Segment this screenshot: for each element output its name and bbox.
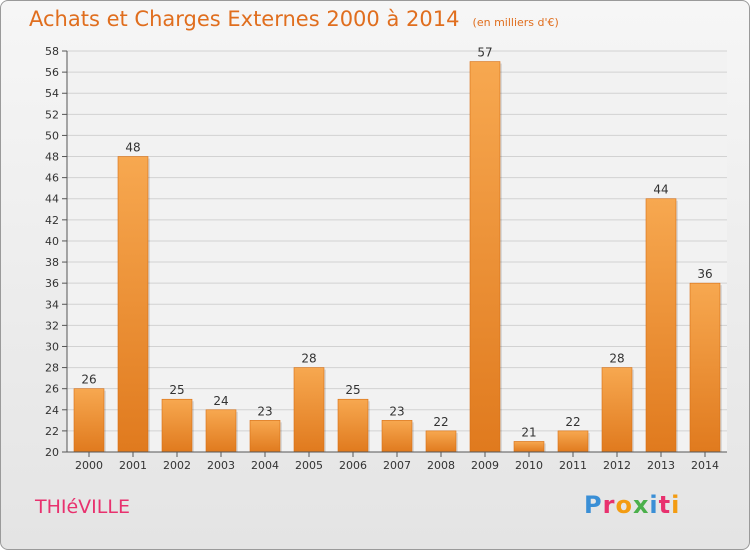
data-label-2000: 26 bbox=[81, 373, 96, 387]
bar-2006 bbox=[337, 398, 369, 453]
y-tick-label: 52 bbox=[45, 108, 59, 121]
x-tick-label-2002: 2002 bbox=[163, 459, 191, 472]
y-tick-label: 34 bbox=[45, 298, 59, 311]
brand-logo: Proxiti bbox=[584, 491, 680, 519]
brand-letter: i bbox=[649, 491, 659, 519]
data-label-2001: 48 bbox=[125, 141, 140, 155]
x-tick-label-2014: 2014 bbox=[691, 459, 719, 472]
brand-letter: t bbox=[658, 491, 672, 519]
commune-name: THIéVILLE bbox=[35, 496, 130, 518]
y-tick-label: 26 bbox=[45, 383, 59, 396]
x-tick-label-2011: 2011 bbox=[559, 459, 587, 472]
x-tick-label-2010: 2010 bbox=[515, 459, 543, 472]
data-label-2013: 44 bbox=[653, 183, 668, 197]
bar-2012 bbox=[601, 367, 633, 453]
y-tick-label: 50 bbox=[45, 129, 59, 142]
bar-2010 bbox=[513, 441, 545, 453]
bar-2004 bbox=[249, 420, 281, 453]
y-tick-label: 54 bbox=[45, 87, 59, 100]
x-tick-label-2013: 2013 bbox=[647, 459, 675, 472]
data-label-2009: 57 bbox=[477, 46, 492, 60]
y-tick-label: 30 bbox=[45, 340, 59, 353]
x-tick-label-2008: 2008 bbox=[427, 459, 455, 472]
y-tick-label: 36 bbox=[45, 277, 59, 290]
y-tick-label: 28 bbox=[45, 362, 59, 375]
y-tick-label: 58 bbox=[45, 45, 59, 58]
x-tick-label-2007: 2007 bbox=[383, 459, 411, 472]
y-tick-label: 46 bbox=[45, 172, 59, 185]
y-tick-label: 48 bbox=[45, 151, 59, 164]
x-tick-label-2000: 2000 bbox=[75, 459, 103, 472]
bar-2008 bbox=[425, 430, 457, 453]
brand-letter: i bbox=[671, 491, 681, 519]
bar-2014 bbox=[689, 282, 721, 453]
data-label-2005: 28 bbox=[301, 352, 316, 366]
y-tick-label: 44 bbox=[45, 193, 59, 206]
x-tick-label-2001: 2001 bbox=[119, 459, 147, 472]
y-tick-label: 20 bbox=[45, 446, 59, 459]
y-tick-label: 38 bbox=[45, 256, 59, 269]
y-tick-label: 22 bbox=[45, 425, 59, 438]
bar-2001 bbox=[117, 156, 149, 453]
bar-2009 bbox=[469, 61, 501, 453]
bar-2005 bbox=[293, 367, 325, 453]
data-label-2012: 28 bbox=[609, 352, 624, 366]
data-label-2003: 24 bbox=[213, 394, 228, 408]
data-label-2010: 21 bbox=[521, 425, 536, 439]
y-tick-label: 40 bbox=[45, 235, 59, 248]
data-label-2011: 22 bbox=[565, 415, 580, 429]
x-axis: 2000 2001 2002 2003 2004 2005 2006 2007 2008 2009… bbox=[67, 451, 727, 472]
y-axis: 20 22 24 26 28 30 32 34 36 38 40 42 44 46 48 50 52 54 56 58 bbox=[45, 45, 68, 459]
y-tick-label: 24 bbox=[45, 404, 59, 417]
data-label-2014: 36 bbox=[697, 267, 712, 281]
x-tick-label-2005: 2005 bbox=[295, 459, 323, 472]
bar-2000 bbox=[73, 388, 105, 453]
title-row: Achats et Charges Externes 2000 à 2014 (… bbox=[29, 7, 559, 31]
data-label-2004: 23 bbox=[257, 404, 272, 418]
data-label-2006: 25 bbox=[345, 383, 360, 397]
x-tick-label-2004: 2004 bbox=[251, 459, 279, 472]
bar-2002 bbox=[161, 398, 193, 453]
brand-letter: x bbox=[632, 491, 650, 519]
x-tick-label-2006: 2006 bbox=[339, 459, 367, 472]
x-tick-label-2009: 2009 bbox=[471, 459, 499, 472]
y-tick-label: 32 bbox=[45, 319, 59, 332]
chart-subtitle: (en milliers d'€) bbox=[472, 16, 559, 29]
y-tick-label: 42 bbox=[45, 214, 59, 227]
brand-letter: P bbox=[584, 491, 603, 519]
data-label-2002: 25 bbox=[169, 383, 184, 397]
x-tick-label-2003: 2003 bbox=[207, 459, 235, 472]
chart-title: Achats et Charges Externes 2000 à 2014 bbox=[29, 7, 460, 31]
bar-2011 bbox=[557, 430, 589, 453]
data-label-2008: 22 bbox=[433, 415, 448, 429]
y-tick-label: 56 bbox=[45, 66, 59, 79]
data-label-2007: 23 bbox=[389, 404, 404, 418]
brand-letter: r bbox=[602, 491, 616, 519]
bar-2007 bbox=[381, 420, 413, 453]
brand-letter: o bbox=[615, 491, 633, 519]
bars bbox=[73, 61, 722, 453]
x-tick-label-2012: 2012 bbox=[603, 459, 631, 472]
bar-2013 bbox=[645, 198, 677, 453]
data-labels: 26 48 25 24 23 28 25 23 22 57 21 22 28 44 36 bbox=[81, 46, 712, 440]
bar-2003 bbox=[205, 409, 237, 453]
